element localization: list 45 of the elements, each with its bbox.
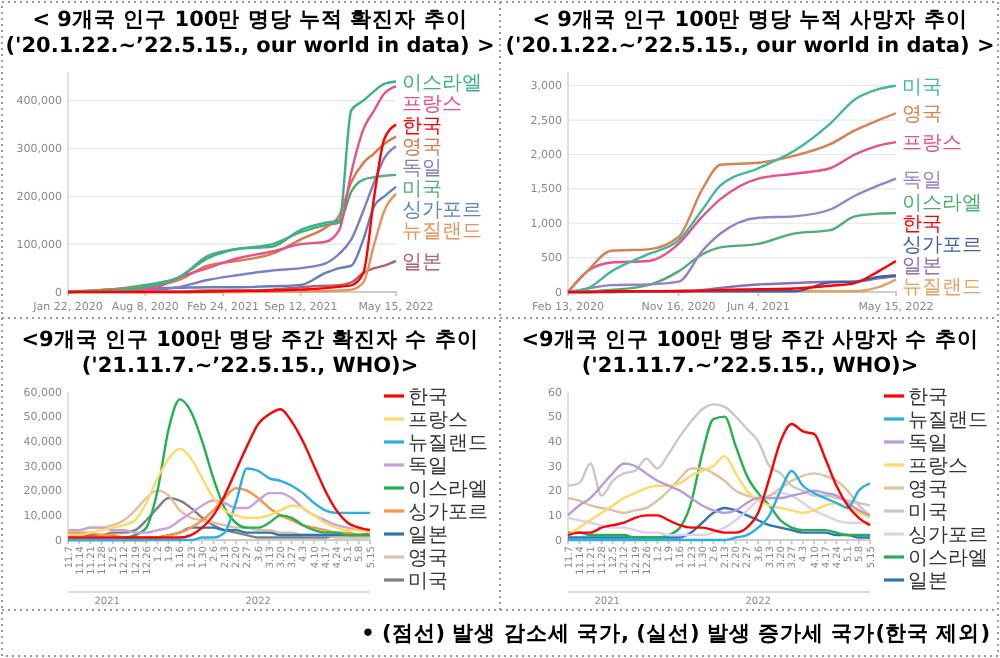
legend-label: 프랑스 [908,456,968,478]
legend-label: 영국 [408,548,448,570]
chart-subtitle: ('20.1.22.~’22.5.15., our world in data) > [5,34,495,58]
chart-subtitle: ('20.1.22.~’22.5.15., our world in data) > [505,34,995,58]
series-label: 한국 [902,214,942,236]
series-label: 한국 [402,115,442,138]
series-label: 일본 [902,256,942,278]
legend-label: 뉴질랜드 [408,433,488,455]
series-label: 싱가포르 [402,199,482,222]
legend-label: 이스라엘 [408,479,488,501]
legend-label: 일본 [408,525,448,547]
series-label: 프랑스 [402,93,462,116]
chart-subtitle: ('21.11.7.~’22.5.15., WHO)> [81,354,419,378]
legend-label: 미국 [408,571,448,593]
series-label: 미국 [402,178,442,201]
series-label: 영국 [402,136,442,159]
legend-label: 싱가포르 [908,525,988,547]
legend-label: 한국 [908,387,948,409]
legend-label: 프랑스 [408,410,468,432]
series-label: 영국 [902,104,942,127]
legend-label: 싱가포르 [408,502,488,524]
series-label: 뉴질랜드 [402,220,482,243]
chart-title: < 9개국 인구 100만 명당 누적 사망자 추이 [532,8,968,32]
series-label: 이스라엘 [402,72,482,95]
series-label: 미국 [902,76,942,99]
chart-title: <9개국 인구 100만 명당 주간 사망자 수 추이 [521,328,979,352]
series-label: 일본 [402,251,442,274]
legend-label: 독일 [408,456,448,478]
chart-subtitle: ('21.11.7.~’22.5.15., WHO)> [581,354,919,378]
series-label: 독일 [402,157,442,180]
legend-label: 일본 [908,571,948,593]
series-label: 이스라엘 [902,193,982,215]
series-label: 독일 [902,169,942,192]
legend-label: 독일 [908,433,948,455]
legend-label: 한국 [408,387,448,409]
legend-label: 영국 [908,479,948,501]
chart-title: <9개국 인구 100만 명당 주간 확진자 수 추이 [21,328,479,352]
legend-label: 미국 [908,502,948,524]
series-label: 싱가포르 [902,235,982,257]
series-label: 뉴질랜드 [902,277,982,299]
text: • (점선) 발생 감소세 국가, (실선) 발생 증가세 국가(한국 제외) [361,622,990,646]
legend-label: 이스라엘 [908,548,988,570]
series-label: 프랑스 [902,133,962,156]
chart-title: < 9개국 인구 100만 명당 누적 확진자 추이 [32,8,468,32]
legend-label: 뉴질랜드 [908,410,988,432]
